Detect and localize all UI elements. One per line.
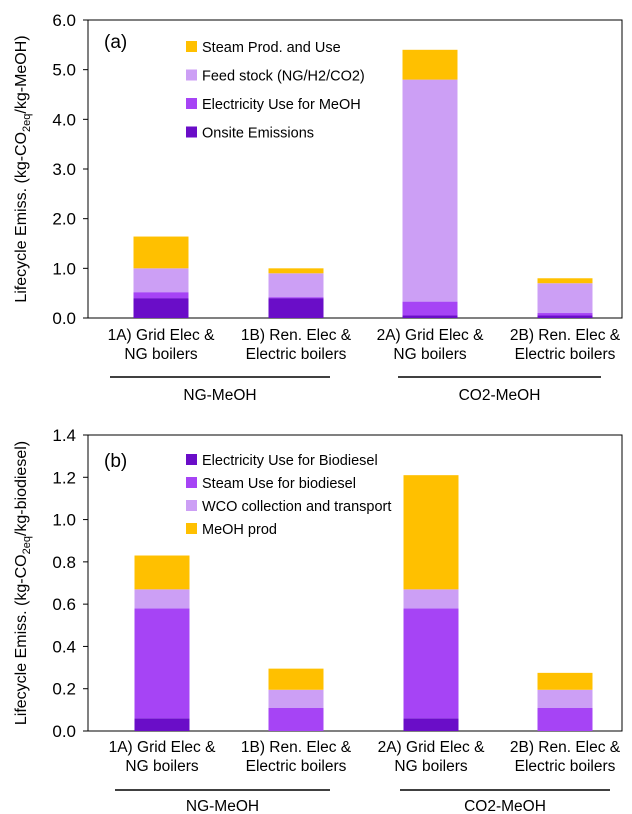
y-tick-label: 5.0: [52, 61, 76, 80]
bar-segment: [402, 301, 458, 316]
legend: Steam Prod. and Use Feed stock (NG/H2/CO2…: [186, 40, 365, 142]
legend-label: Electricity Use for Biodiesel: [202, 453, 378, 469]
legend-swatch: [186, 41, 197, 52]
bar-segment: [268, 298, 324, 318]
bar-segment: [134, 555, 190, 590]
category-label: 2B) Ren. Elec &: [510, 327, 621, 344]
legend-swatch: [186, 454, 197, 465]
plot-frame: [87, 434, 623, 732]
legend-label: Feed stock (NG/H2/CO2): [202, 69, 365, 85]
category-label: 2A) Grid Elec &: [377, 327, 484, 344]
category-label: Electric boilers: [515, 758, 616, 775]
group-label: NG-MeOH: [186, 798, 259, 814]
y-axis-label: Lifecycle Emiss. (kg-CO2eq/kg-biodiesel): [13, 441, 33, 725]
category-label: NG boilers: [124, 346, 197, 363]
bar-segment: [537, 315, 593, 318]
group-label: CO2-MeOH: [459, 387, 541, 404]
bar-segment: [268, 268, 324, 274]
category-label: 1B) Ren. Elec &: [241, 327, 352, 344]
category-label: NG boilers: [394, 758, 467, 775]
category-label: 2B) Ren. Elec &: [510, 739, 621, 756]
category-label: Electric boilers: [246, 346, 347, 363]
bar-segment: [268, 297, 324, 299]
bar-segment: [268, 273, 324, 298]
legend-label: Electricity Use for MeOH: [202, 97, 361, 113]
legend-swatch: [186, 126, 197, 138]
bar-segment: [134, 589, 190, 609]
bar-segment: [537, 313, 593, 316]
group-label: NG-MeOH: [183, 387, 256, 404]
y-tick-label: 0.4: [52, 637, 76, 656]
y-tick-label: 3.0: [52, 160, 76, 179]
legend: Electricity Use for Biodiesel Steam Use f…: [186, 453, 391, 538]
category-label: 1A) Grid Elec &: [108, 327, 215, 344]
bar-segment: [268, 689, 324, 708]
y-tick-label: 6.0: [52, 11, 76, 30]
bar-segment: [537, 278, 593, 284]
legend-swatch: [186, 477, 197, 488]
bar-segment: [133, 268, 189, 293]
bar-segment: [537, 707, 593, 731]
y-tick-label: 1.2: [52, 468, 76, 487]
category-label: 1A) Grid Elec &: [109, 739, 216, 756]
panel-label: (a): [104, 32, 127, 53]
bar-segment: [133, 236, 189, 269]
group-label: CO2-MeOH: [464, 798, 546, 814]
bar-segment: [134, 718, 190, 731]
y-axis-label: Lifecycle Emiss. (kg-CO2eq/kg-MeOH): [13, 35, 33, 302]
bar-segment: [268, 668, 324, 690]
bar-segment: [133, 298, 189, 318]
bar-segment: [537, 672, 593, 690]
legend-swatch: [186, 69, 197, 81]
panel-label: (b): [104, 451, 127, 472]
legend-label: WCO collection and transport: [202, 499, 391, 515]
legend-label: Steam Use for biodiesel: [202, 476, 356, 492]
chart-panel-a: 0.0 1.0 2.0 3.0 4.0 5.0 6.0 Lifecycle Emiss. (k…: [13, 11, 623, 404]
bar-segment: [134, 608, 190, 719]
legend-swatch: [186, 98, 197, 109]
bar-segment: [402, 315, 458, 318]
y-tick-label: 2.0: [52, 210, 76, 229]
legend-swatch: [186, 523, 197, 534]
bar-segment: [537, 283, 593, 314]
bar-segment: [403, 718, 459, 731]
y-tick-label: 0.6: [52, 595, 76, 614]
bar-segment: [403, 608, 459, 719]
y-tick-label: 1.0: [52, 511, 76, 530]
bar-segment: [133, 292, 189, 299]
category-label: NG boilers: [393, 346, 466, 363]
bar-segment: [403, 475, 459, 590]
bar-segment: [402, 79, 458, 302]
bar-segment: [537, 689, 593, 708]
legend-swatch: [186, 500, 197, 511]
y-tick-label: 1.4: [52, 426, 76, 445]
y-tick-label: 0.8: [52, 553, 76, 572]
y-tick-label: 4.0: [52, 110, 76, 129]
bar-segment: [268, 707, 324, 731]
chart-panel-b: 0.0 0.2 0.4 0.6 0.8 1.0 1.2 1.4 Lifecycle Emiss.…: [13, 426, 623, 814]
category-label: NG boilers: [125, 758, 198, 775]
category-label: 2A) Grid Elec &: [378, 739, 485, 756]
y-tick-label: 0.0: [52, 722, 76, 741]
y-tick-label: 0.2: [52, 680, 76, 699]
category-label: 1B) Ren. Elec &: [241, 739, 352, 756]
legend-label: MeOH prod: [202, 522, 277, 538]
bar-segment: [403, 589, 459, 609]
bar-segment: [402, 49, 458, 80]
category-label: Electric boilers: [246, 758, 347, 775]
y-tick-label: 1.0: [52, 259, 76, 278]
category-label: Electric boilers: [515, 346, 616, 363]
legend-label: Steam Prod. and Use: [202, 40, 341, 56]
y-tick-label: 0.0: [52, 309, 76, 328]
legend-label: Onsite Emissions: [202, 126, 314, 142]
